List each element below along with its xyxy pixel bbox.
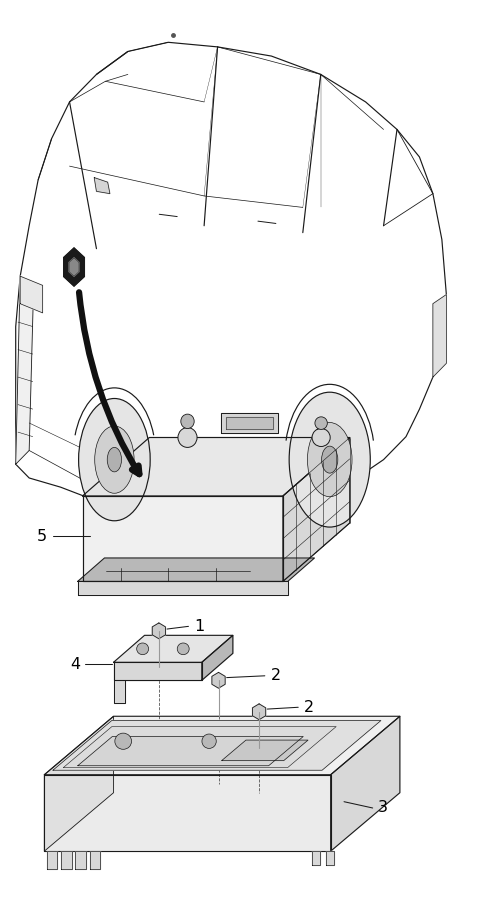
Ellipse shape	[181, 414, 194, 428]
Ellipse shape	[115, 733, 132, 750]
Polygon shape	[16, 276, 34, 465]
Ellipse shape	[322, 446, 338, 474]
Polygon shape	[152, 623, 166, 639]
Ellipse shape	[202, 734, 216, 749]
Text: 1: 1	[194, 619, 204, 634]
Polygon shape	[44, 775, 331, 851]
Polygon shape	[114, 662, 202, 680]
Ellipse shape	[79, 399, 150, 520]
Text: 3: 3	[378, 800, 388, 815]
Polygon shape	[78, 737, 303, 766]
Ellipse shape	[315, 417, 327, 429]
Polygon shape	[20, 276, 43, 313]
Polygon shape	[202, 635, 233, 680]
Text: 4: 4	[70, 657, 81, 672]
Polygon shape	[94, 178, 110, 194]
Polygon shape	[114, 635, 233, 662]
Text: 2: 2	[304, 700, 314, 714]
Polygon shape	[78, 558, 314, 582]
Text: 5: 5	[37, 529, 47, 544]
Polygon shape	[75, 851, 86, 870]
Ellipse shape	[137, 643, 149, 655]
Ellipse shape	[107, 447, 121, 472]
Polygon shape	[69, 258, 79, 276]
FancyArrowPatch shape	[79, 292, 139, 474]
Text: 2: 2	[271, 668, 281, 684]
Polygon shape	[90, 851, 100, 870]
Polygon shape	[331, 716, 400, 851]
Polygon shape	[47, 851, 57, 870]
Polygon shape	[64, 248, 84, 286]
Polygon shape	[44, 716, 400, 775]
Polygon shape	[226, 417, 274, 429]
Ellipse shape	[178, 428, 197, 447]
Polygon shape	[221, 413, 278, 433]
Polygon shape	[222, 741, 308, 760]
Ellipse shape	[312, 428, 330, 446]
Polygon shape	[114, 680, 125, 703]
Polygon shape	[63, 727, 336, 768]
Polygon shape	[83, 496, 283, 582]
Ellipse shape	[289, 392, 370, 527]
Polygon shape	[212, 672, 225, 688]
Polygon shape	[83, 437, 350, 496]
Polygon shape	[252, 704, 266, 720]
Polygon shape	[433, 295, 446, 377]
Polygon shape	[61, 851, 72, 870]
Polygon shape	[326, 851, 335, 865]
Polygon shape	[16, 42, 446, 520]
Ellipse shape	[95, 426, 134, 493]
Ellipse shape	[307, 422, 352, 497]
Polygon shape	[53, 721, 381, 770]
Polygon shape	[44, 716, 114, 851]
Polygon shape	[283, 437, 350, 582]
Polygon shape	[78, 582, 288, 595]
Polygon shape	[312, 851, 320, 865]
Ellipse shape	[177, 643, 189, 655]
